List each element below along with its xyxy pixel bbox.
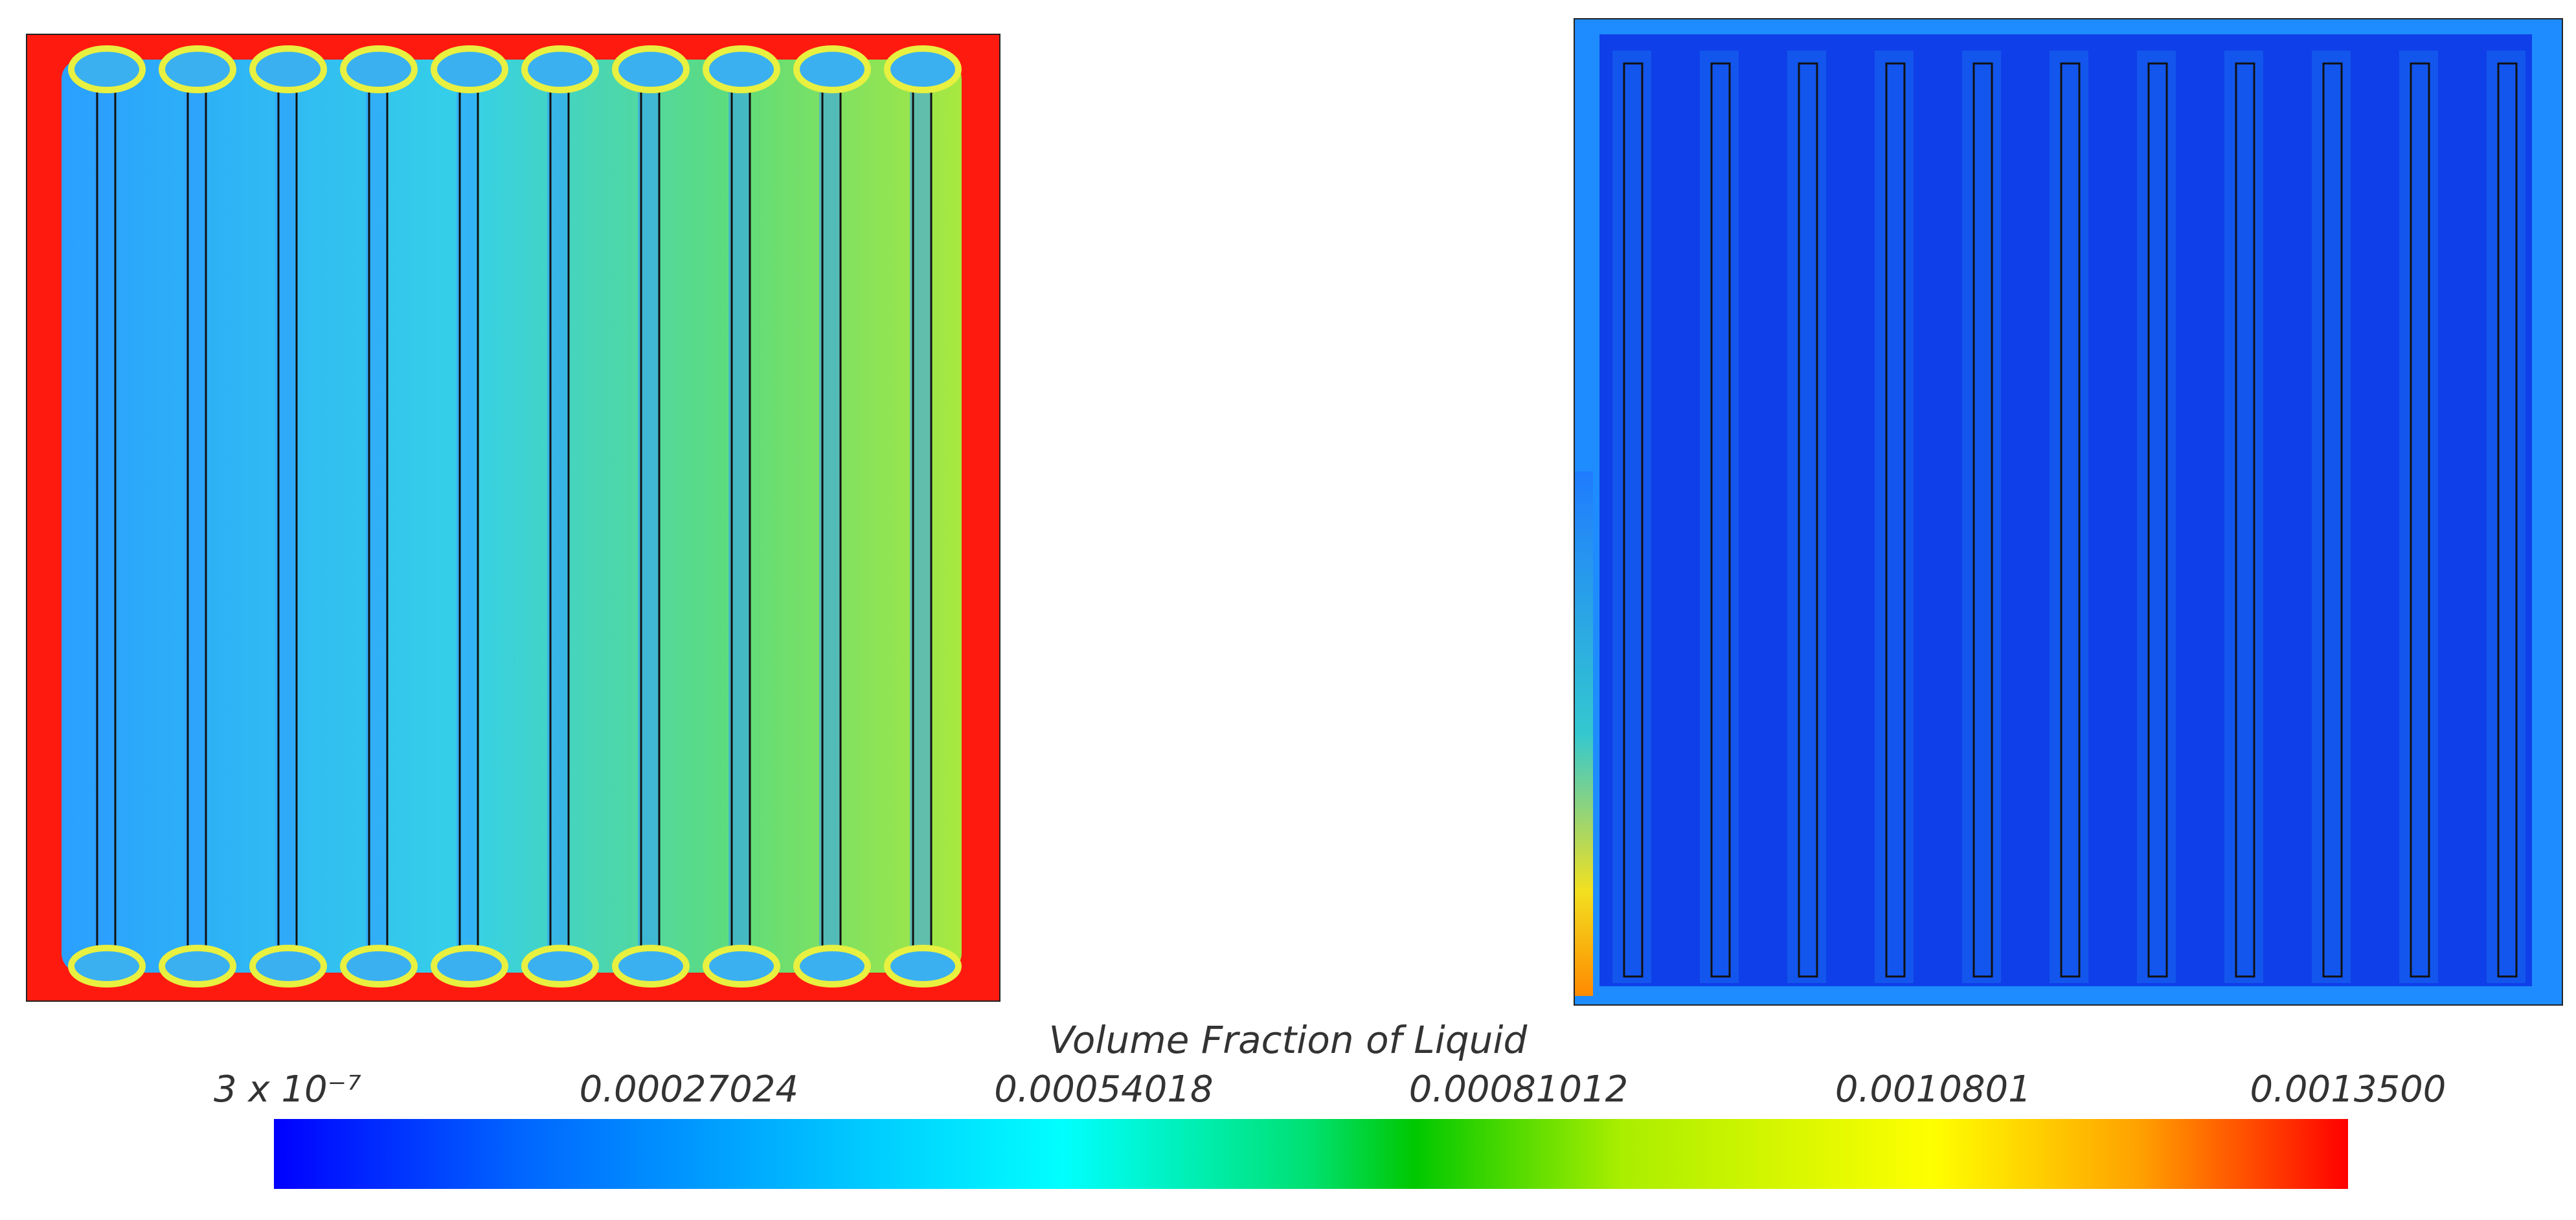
legend-tick-label: 0.0013500	[2250, 1068, 2446, 1111]
left-channel-bottom-lobe	[612, 945, 690, 988]
legend-tick-label: 0.00081012	[1408, 1068, 1629, 1111]
left-channel-bottom-lobe	[884, 945, 962, 988]
right-channel	[2410, 62, 2430, 978]
left-channel-top-lobe	[793, 45, 871, 93]
left-channel-top-lobe	[159, 45, 236, 93]
right-contour-svg	[1574, 18, 2563, 1006]
left-channel-top-lobe	[68, 45, 146, 93]
right-channel-band	[1612, 51, 1651, 983]
right-edge-hotspot	[1574, 471, 1593, 996]
left-channel-bottom-lobe	[159, 945, 236, 988]
right-channel	[1623, 62, 1644, 978]
left-channel-bottom-lobe	[249, 945, 327, 988]
right-channel	[1798, 62, 1818, 978]
right-channel-band	[1787, 51, 1826, 983]
right-channel	[2322, 62, 2343, 978]
right-channel	[2235, 62, 2255, 978]
right-channel	[2147, 62, 2168, 978]
left-channel-top-lobe	[340, 45, 418, 93]
legend-tick-label: 0.00054018	[994, 1068, 1214, 1111]
left-channel-top-lobe	[521, 45, 599, 93]
legend-title: Volume Fraction of Liquid	[1048, 1018, 1528, 1062]
right-channel	[2060, 62, 2081, 978]
left-outline	[26, 34, 1000, 1002]
right-channel-band	[2399, 51, 2438, 983]
colorbar	[274, 1119, 2348, 1189]
legend-tick-label: 0.00027024	[579, 1068, 799, 1111]
left-channel-bottom-lobe	[431, 945, 508, 988]
legend-tick-label: 3 x 10⁻⁷	[214, 1068, 361, 1111]
right-channel-band	[1875, 51, 1914, 983]
legend-tick-label: 0.0010801	[1835, 1068, 2031, 1111]
left-channel-group	[68, 45, 962, 988]
right-channel-band	[1700, 51, 1739, 983]
left-channel-bottom-lobe	[793, 945, 871, 988]
left-channel-bottom-lobe	[521, 945, 599, 988]
right-channel-band	[2224, 51, 2263, 983]
left-channel-top-lobe	[703, 45, 780, 93]
left-channel-top-lobe	[612, 45, 690, 93]
right-channel	[1710, 62, 1731, 978]
right-channel	[1972, 62, 1993, 978]
left-channel-top-lobe	[249, 45, 327, 93]
left-channel-bottom-lobe	[340, 945, 418, 988]
left-channel-top-lobe	[431, 45, 508, 93]
right-channel-band	[2487, 51, 2525, 983]
right-channel-band	[2050, 51, 2088, 983]
left-contour-svg	[26, 34, 1000, 1002]
right-channel	[2497, 62, 2518, 978]
right-channel-group	[1612, 51, 2525, 983]
right-contour-plot	[1574, 18, 2563, 1006]
right-channel-band	[1962, 51, 2001, 983]
left-channel-bottom-lobe	[703, 945, 780, 988]
left-channel-top-lobe	[884, 45, 962, 93]
right-outline	[1574, 18, 2563, 1006]
right-channel-band	[2312, 51, 2351, 983]
right-channel-band	[2137, 51, 2176, 983]
left-contour-plot	[26, 34, 1000, 1002]
left-channel-bottom-lobe	[68, 945, 146, 988]
right-channel	[1885, 62, 1906, 978]
